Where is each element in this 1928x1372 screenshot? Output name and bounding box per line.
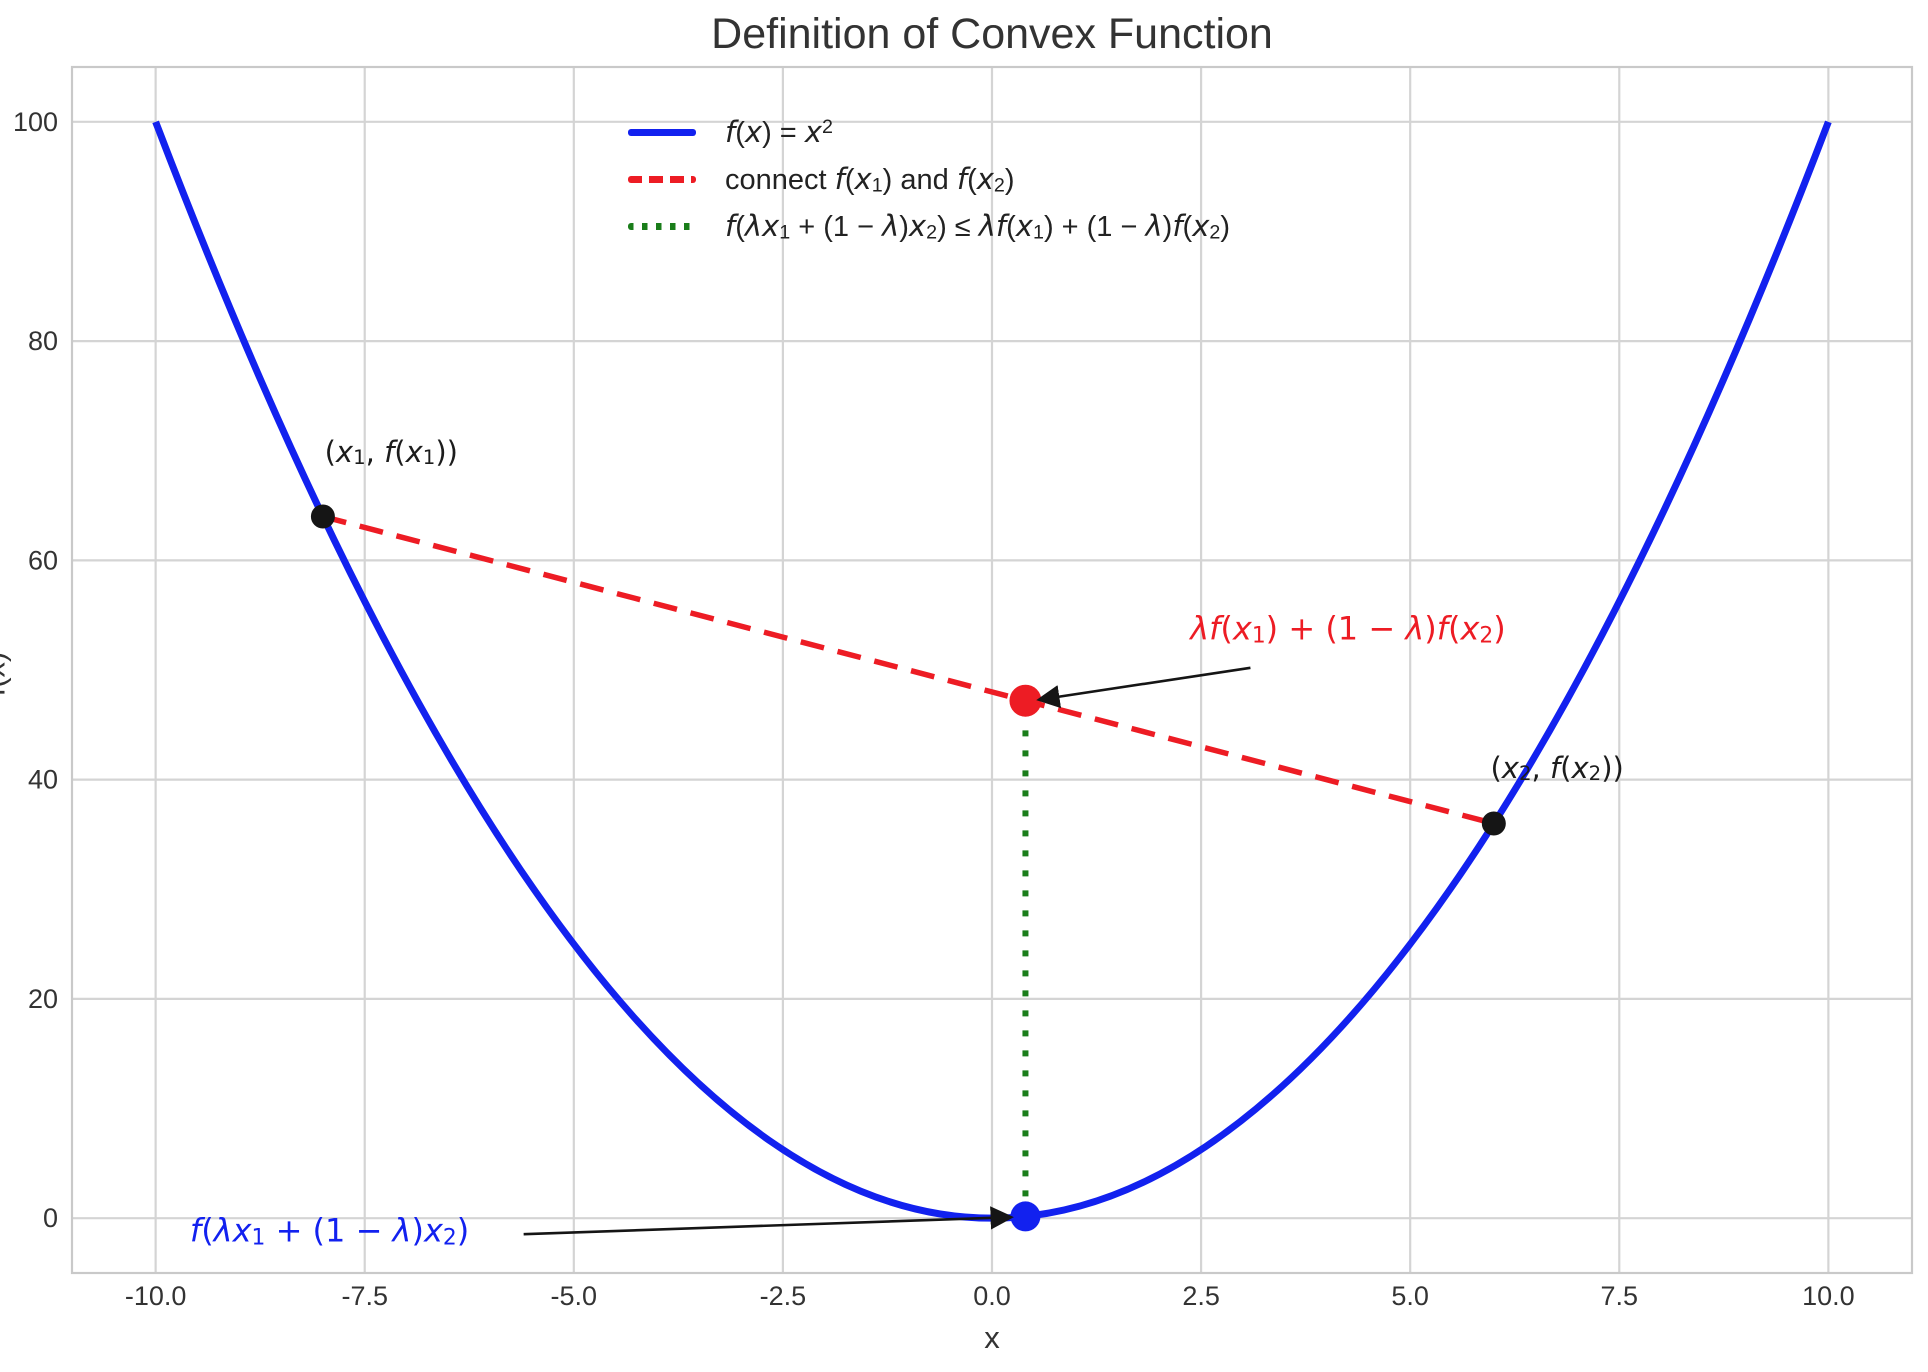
text-run: f [725, 208, 736, 243]
y-axis-label: f(x) [0, 651, 12, 697]
plot-border [70, 65, 1914, 1275]
text-run: 2 [993, 174, 1005, 197]
legend-item: f(x) = x2 [628, 109, 1230, 156]
y-tick-label: 0 [43, 1203, 58, 1233]
point-function-value [1010, 1201, 1041, 1232]
text-run: x [1192, 208, 1210, 243]
text-run: ) + (1 − [1043, 210, 1146, 243]
x-tick-label: -10.0 [125, 1281, 187, 1311]
x-tick-label: -7.5 [341, 1281, 388, 1311]
x-tick-label: 2.5 [1182, 1281, 1220, 1311]
text-run: x [908, 208, 927, 243]
y-tick-label: 80 [28, 326, 58, 356]
legend-label: connect f(x1) and f(x2) [725, 162, 1015, 197]
label-chord-value-arrow [1036, 666, 1251, 709]
text-run: ) = [762, 117, 805, 149]
text-run: ) and [882, 163, 957, 196]
text-run: ( [1006, 210, 1016, 243]
text-run: ( [735, 210, 745, 243]
x-axis-label: x [984, 1320, 1000, 1355]
text-run: 2 [821, 116, 833, 139]
y-tick-label: 20 [28, 984, 58, 1014]
text-run: ) ≤ [937, 210, 979, 243]
x-tick-label: 5.0 [1391, 1281, 1429, 1311]
x-tick-label: -2.5 [760, 1281, 807, 1311]
text-run: connect [725, 163, 835, 196]
text-run: f [725, 115, 736, 149]
legend-line-sample-solid [628, 129, 696, 136]
x-tick-label: 0.0 [973, 1281, 1011, 1311]
text-run: ) [1220, 210, 1231, 243]
chart-title: Definition of Convex Function [711, 10, 1273, 58]
text-run: ) [1004, 163, 1015, 196]
text-run: x [804, 115, 822, 149]
text-run: ( [967, 163, 977, 196]
legend-item: connect f(x1) and f(x2) [628, 156, 1230, 203]
legend-line-sample-dashed [628, 176, 696, 183]
x-tick-label: 10.0 [1802, 1281, 1855, 1311]
x-tick-label: -5.0 [551, 1281, 598, 1311]
text-run: ( [844, 163, 855, 196]
text-run: x [1015, 208, 1033, 243]
text-run: x [854, 161, 872, 196]
markers-layer [310, 504, 1506, 1232]
text-run: λ [1145, 208, 1163, 243]
legend-label: f(x) = x2 [725, 115, 833, 150]
tick-labels-layer: -10.0 -7.5 -5.0 -2.5 0.0 2.5 5.0 7.5 10.0 0 20 40 60… [13, 107, 1855, 1311]
text-run: 1 [871, 174, 883, 197]
text-run: λf [978, 208, 1007, 243]
text-run: ( [1182, 210, 1193, 243]
y-tick-label: 60 [28, 545, 58, 575]
text-run: 1 [1032, 221, 1044, 244]
point-chord-value [1009, 684, 1042, 717]
legend-line-sample-dotted [628, 223, 696, 230]
x-tick-label: 7.5 [1600, 1281, 1638, 1311]
text-run: 1 [779, 221, 791, 244]
text-run: x [976, 161, 994, 196]
legend: f(x) = x2 connect f(x1) and f(x2) f(λx1 + … [628, 109, 1230, 250]
text-run: f [1172, 208, 1183, 243]
text-run: f [834, 161, 845, 196]
legend-label: f(λx1 + (1 − λ)x2) ≤ λf(x1) + (1 − λ)f(x… [725, 209, 1230, 244]
arrows-layer [523, 666, 1251, 1236]
text-run: λx [744, 208, 780, 243]
text-run: λ [882, 208, 900, 243]
point-x2 [1481, 811, 1506, 836]
label-function-value-arrow [523, 1206, 1014, 1236]
text-run: ) [1162, 210, 1173, 243]
text-run: 2 [926, 221, 938, 244]
text-run: f [956, 161, 968, 196]
text-run: ) [899, 210, 909, 243]
text-run: ( [735, 117, 745, 149]
text-run: + (1 − [790, 210, 883, 243]
y-tick-label: 100 [13, 107, 58, 137]
legend-item: f(λx1 + (1 − λ)x2) ≤ λf(x1) + (1 − λ)f(x… [628, 203, 1230, 250]
series-dashed-line [322, 513, 1495, 827]
y-tick-label: 40 [28, 765, 58, 795]
text-run: x [744, 115, 763, 149]
point-x1 [310, 504, 335, 529]
text-run: 2 [1209, 221, 1221, 244]
